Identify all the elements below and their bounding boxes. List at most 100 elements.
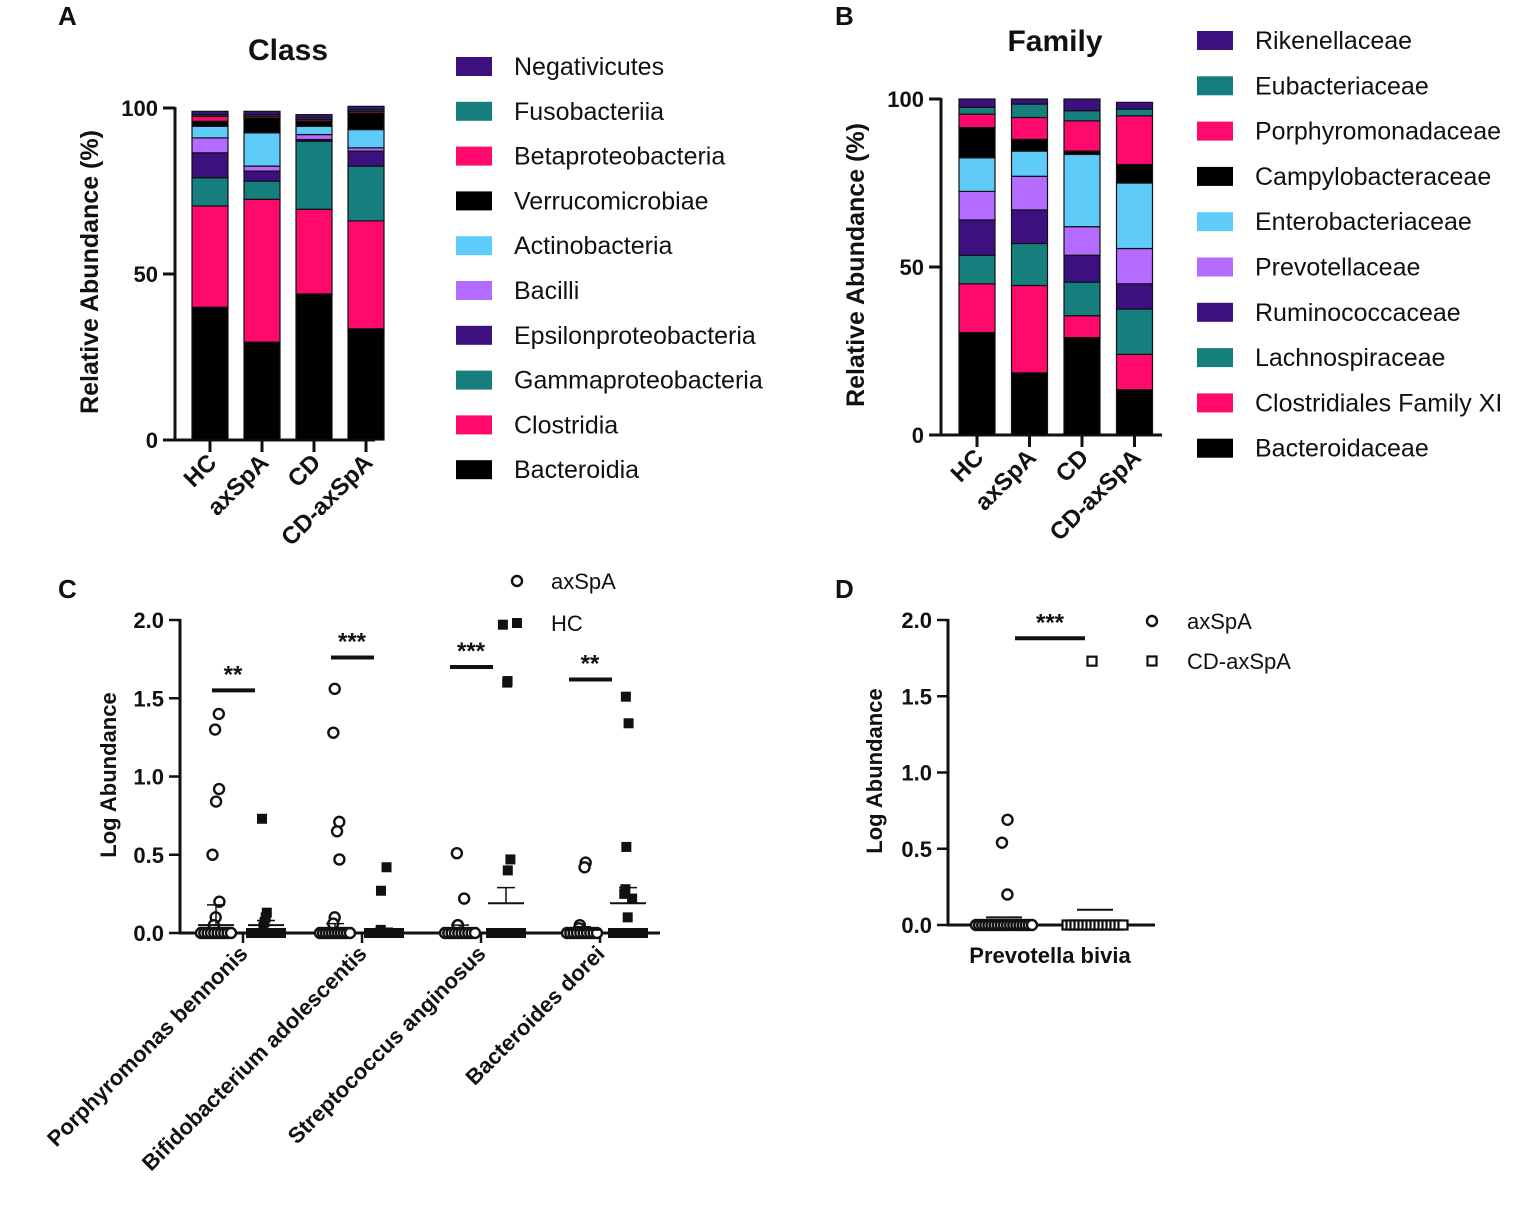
legend-label-cd-axspa: CD-axSpA <box>1187 649 1291 674</box>
bar-segment-campylobacteraceae <box>958 126 996 159</box>
bar-segment-bacilli <box>243 165 281 172</box>
bar-segment-enterobacteriaceae <box>1115 182 1154 250</box>
bar-segment-verrucomicrobiae <box>295 120 333 127</box>
bar-segment-rikenellaceae <box>1010 98 1049 105</box>
chart-c-point-hc <box>502 865 513 876</box>
chart-c-significance-stars: ** <box>581 650 600 677</box>
chart-c-ytick-label: 0.0 <box>133 921 164 946</box>
legend-label-prevotellaceae: Prevotellaceae <box>1255 254 1420 282</box>
panel-letter-a: A <box>58 1 77 31</box>
legend-swatch-clostridiales-family-xi <box>1197 393 1233 413</box>
chart-b-ylabel: Relative Abundance (%) <box>842 123 870 407</box>
chart-b-ytick-label: 50 <box>900 255 924 280</box>
bar-segment-verrucomicrobiae <box>191 120 229 127</box>
legend-swatch-negativicutes <box>456 57 492 76</box>
chart-b-ytick-label: 100 <box>887 87 924 112</box>
chart-c-point-axspa <box>328 682 341 696</box>
chart-b-xtick-label: HC <box>946 444 990 488</box>
legend-swatch-verrucomicrobiae <box>456 191 492 211</box>
legend-label-verrucomicrobiae: Verrucomicrobiae <box>514 187 709 215</box>
bar-segment-verrucomicrobiae <box>347 112 385 131</box>
bar-segment-lachnospiraceae <box>1010 242 1049 287</box>
legend-label-gammaproteobacteria: Gammaproteobacteria <box>514 367 763 395</box>
chart-c-point-axspa <box>457 892 471 905</box>
chart-c-point-axspa <box>327 726 340 739</box>
panel-b-family-chart: Family Relative Abundance (%) 050100HCax… <box>842 25 1502 546</box>
chart-c-point-hc <box>516 928 526 938</box>
chart-d-ytick-label: 0.0 <box>901 913 932 938</box>
chart-c-point-hc <box>257 813 268 824</box>
chart-c-point-hc <box>276 928 286 938</box>
bar-segment-campylobacteraceae <box>1010 138 1049 152</box>
panel-letter-b: B <box>835 1 854 31</box>
bar-segment-rikenellaceae <box>1063 98 1101 112</box>
chart-c-point-axspa <box>333 853 346 866</box>
bar-segment-epsilonproteobacteria <box>347 150 385 167</box>
legend-label-fusobacteriia: Fusobacteriia <box>514 98 664 126</box>
bar-segment-enterobacteriaceae <box>1063 153 1101 228</box>
bar-segment-rikenellaceae <box>1115 101 1154 110</box>
legend-label-bacteroidaceae: Bacteroidaceae <box>1255 435 1429 463</box>
chart-c-ytick-label: 1.5 <box>133 686 164 711</box>
chart-c-point-hc <box>638 928 648 938</box>
chart-c-point-axspa <box>212 782 226 796</box>
legend-label-epsilonproteobacteria: Epsilonproteobacteria <box>514 322 756 350</box>
legend-swatch-prevotellaceae <box>1197 257 1233 277</box>
chart-a-ylabel: Relative Abundance (%) <box>76 130 104 414</box>
chart-d-point-axspa <box>1025 918 1039 932</box>
chart-c-point-axspa <box>224 926 238 940</box>
chart-c-point-axspa <box>343 926 357 940</box>
legend-label-lachnospiraceae: Lachnospiraceae <box>1255 344 1445 372</box>
legend-label-ruminococcaceae: Ruminococcaceae <box>1255 299 1461 327</box>
panel-a-class-chart: Class Relative Abundance (%) 050100HCaxS… <box>76 34 763 551</box>
bar-segment-eubacteriaceae <box>1115 108 1154 117</box>
chart-c-xtick-label: Porphyromonas bennonis <box>42 941 252 1151</box>
legend-swatch-bacteroidaceae <box>1197 438 1233 458</box>
chart-c-point-hc <box>620 691 631 702</box>
bar-segment-ruminococcaceae <box>958 219 996 256</box>
bar-segment-eubacteriaceae <box>1063 110 1101 122</box>
bar-segment-bacteroidia <box>191 306 229 441</box>
chart-c-point-hc <box>627 893 638 904</box>
bar-segment-negativicutes <box>347 105 385 111</box>
legend-label-campylobacteraceae: Campylobacteraceae <box>1255 163 1491 191</box>
chart-d-xtick-label: Prevotella bivia <box>969 943 1131 968</box>
chart-d-ytick-label: 0.5 <box>901 837 932 862</box>
chart-d-ytick-label: 1.5 <box>901 684 932 709</box>
bar-segment-actinobacteria <box>295 125 333 136</box>
panel-letter-d: D <box>835 574 854 604</box>
chart-c-point-axspa <box>212 707 226 721</box>
bar-segment-bacteroidaceae <box>1115 389 1154 436</box>
legend-swatch-enterobacteriaceae <box>1197 212 1233 232</box>
legend-swatch-rikenellaceae <box>1197 31 1233 50</box>
chart-c-ytick-label: 2.0 <box>133 608 164 633</box>
legend-label-porphyromonadaceae: Porphyromonadaceae <box>1255 118 1501 146</box>
bar-segment-enterobacteriaceae <box>1010 150 1049 177</box>
bar-segment-eubacteriaceae <box>1010 103 1049 119</box>
panel-letter-c: C <box>58 574 77 604</box>
bar-segment-porphyromonadaceae <box>1115 115 1154 166</box>
bar-segment-lachnospiraceae <box>1115 308 1154 355</box>
chart-d-point-axspa <box>1001 813 1014 826</box>
legend-label-clostridiales-family-xi: Clostridiales Family XI <box>1255 389 1502 417</box>
chart-c-point-hc <box>623 718 634 729</box>
chart-c-point-hc <box>375 885 386 896</box>
legend-swatch-gammaproteobacteria <box>456 370 492 390</box>
panel-d-scatter-chart: Log Abundance 0.0 0.5 1.0 1.5 2.0 Prevotella … <box>862 608 1291 968</box>
legend-label-bacilli: Bacilli <box>514 277 579 305</box>
chart-b-ytick-label: 0 <box>912 423 924 448</box>
chart-a-xtick-label: HC <box>179 449 223 493</box>
chart-c-ylabel: Log Abundance <box>96 692 121 857</box>
chart-c-point-axspa <box>330 825 344 838</box>
chart-d-point-cd-axspa <box>1086 655 1098 667</box>
bar-segment-bacilli <box>191 137 229 154</box>
bar-segment-enterobacteriaceae <box>958 157 996 193</box>
chart-d-point-cd-axspa <box>1117 919 1129 931</box>
bar-segment-clostridiales-family-xi <box>1063 315 1101 339</box>
chart-d-ytick-label: 1.0 <box>901 761 932 786</box>
bar-segment-epsilonproteobacteria <box>243 170 281 182</box>
bar-segment-clostridiales-family-xi <box>1010 284 1049 374</box>
bar-segment-clostridia <box>347 220 385 330</box>
chart-c-point-hc <box>622 912 633 923</box>
bar-segment-clostridiales-family-xi <box>958 283 996 334</box>
